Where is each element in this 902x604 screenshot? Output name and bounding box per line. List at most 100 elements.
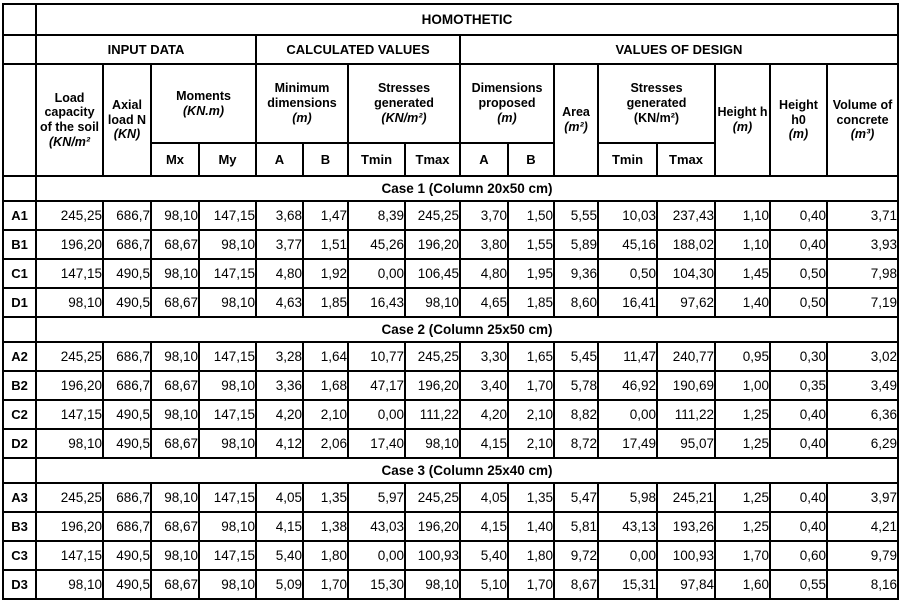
data-cell: 4,20 [459, 399, 509, 430]
data-cell: 43,13 [597, 511, 658, 542]
data-cell: 0,50 [597, 258, 658, 289]
data-cell: 1,70 [507, 370, 555, 401]
data-cell: 8,67 [553, 569, 599, 600]
data-cell: 1,80 [507, 540, 555, 571]
case-banner-row: Case 3 (Column 25x40 cm) [2, 457, 899, 484]
data-cell: 11,47 [597, 341, 658, 372]
data-cell: 1,25 [714, 428, 771, 459]
data-cell: 490,5 [102, 258, 152, 289]
data-cell: 68,67 [150, 428, 200, 459]
subcol-a-proposed: A [459, 142, 509, 177]
data-cell: 245,25 [404, 200, 461, 231]
data-cell: 147,15 [198, 399, 257, 430]
table-row: D1 98,10 490,5 68,67 98,10 4,63 1,85 16,43 98,10… [2, 287, 899, 318]
data-cell: 98,10 [198, 370, 257, 401]
row-label: C3 [2, 540, 37, 571]
data-cell: 245,25 [404, 341, 461, 372]
data-cell: 8,16 [826, 569, 899, 600]
data-cell: 190,69 [656, 370, 716, 401]
data-cell: 98,10 [198, 229, 257, 260]
data-cell: 6,36 [826, 399, 899, 430]
data-cell: 15,30 [347, 569, 406, 600]
label-gutter [2, 3, 37, 36]
group-header-values-of-design: VALUES OF DESIGN [459, 34, 899, 65]
table-row: B1 196,20 686,7 68,67 98,10 3,77 1,51 45,26 196,… [2, 229, 899, 260]
col-header-load-capacity-unit: (KN/m² [49, 134, 90, 149]
data-cell: 188,02 [656, 229, 716, 260]
homothetic-table: HOMOTHETIC INPUT DATA CALCULATED VALUES … [2, 3, 899, 600]
data-cell: 16,41 [597, 287, 658, 318]
data-cell: 16,43 [347, 287, 406, 318]
data-cell: 490,5 [102, 569, 152, 600]
data-cell: 3,77 [255, 229, 304, 260]
data-cell: 0,40 [769, 511, 828, 542]
data-cell: 98,10 [404, 287, 461, 318]
data-cell: 4,15 [459, 511, 509, 542]
data-cell: 193,26 [656, 511, 716, 542]
table-row: D3 98,10 490,5 68,67 98,10 5,09 1,70 15,30 98,10… [2, 569, 899, 600]
col-header-stresses-calculated: Stresses generated (KN/m²) [347, 63, 461, 144]
data-cell: 5,78 [553, 370, 599, 401]
data-cell: 686,7 [102, 482, 152, 513]
data-cell: 0,60 [769, 540, 828, 571]
data-cell: 98,10 [198, 511, 257, 542]
col-header-minimum-dimensions-unit: (m) [292, 110, 312, 125]
data-cell: 17,40 [347, 428, 406, 459]
data-cell: 98,10 [150, 399, 200, 430]
data-cell: 0,40 [769, 399, 828, 430]
data-cell: 2,10 [302, 399, 349, 430]
data-cell: 98,10 [150, 482, 200, 513]
data-cell: 196,20 [35, 229, 104, 260]
data-cell: 1,00 [714, 370, 771, 401]
data-cell: 98,10 [35, 569, 104, 600]
data-cell: 5,09 [255, 569, 304, 600]
data-cell: 0,50 [769, 258, 828, 289]
data-cell: 3,93 [826, 229, 899, 260]
data-cell: 1,35 [507, 482, 555, 513]
data-cell: 98,10 [404, 428, 461, 459]
data-cell: 0,00 [347, 540, 406, 571]
data-cell: 2,10 [507, 399, 555, 430]
data-cell: 1,10 [714, 200, 771, 231]
data-cell: 0,00 [597, 540, 658, 571]
col-header-stresses-calculated-name: Stresses generated [374, 81, 434, 111]
data-cell: 4,80 [255, 258, 304, 289]
col-header-moments-name: Moments [176, 88, 231, 103]
data-cell: 98,10 [150, 258, 200, 289]
data-cell: 4,21 [826, 511, 899, 542]
col-header-moments: Moments (KN.m) [150, 63, 257, 144]
data-cell: 47,17 [347, 370, 406, 401]
data-cell: 5,40 [255, 540, 304, 571]
data-cell: 240,77 [656, 341, 716, 372]
data-cell: 147,15 [198, 341, 257, 372]
data-cell: 4,12 [255, 428, 304, 459]
data-cell: 9,72 [553, 540, 599, 571]
data-cell: 3,80 [459, 229, 509, 260]
col-header-height-h0-name: Height h0 [779, 97, 818, 127]
data-cell: 1,92 [302, 258, 349, 289]
data-cell: 4,80 [459, 258, 509, 289]
data-cell: 8,72 [553, 428, 599, 459]
table-row: A1 245,25 686,7 98,10 147,15 3,68 1,47 8,39 245,… [2, 200, 899, 231]
data-cell: 45,16 [597, 229, 658, 260]
data-cell: 8,82 [553, 399, 599, 430]
data-cell: 1,47 [302, 200, 349, 231]
data-cell: 1,45 [714, 258, 771, 289]
data-cell: 3,49 [826, 370, 899, 401]
col-header-axial-load-name: Axial load N [107, 97, 147, 127]
data-cell: 490,5 [102, 399, 152, 430]
data-cell: 196,20 [404, 229, 461, 260]
label-gutter [2, 34, 37, 65]
row-label: B1 [2, 229, 37, 260]
table-title: HOMOTHETIC [35, 3, 899, 36]
col-header-height-h: Height h (m) [714, 63, 771, 177]
data-cell: 686,7 [102, 511, 152, 542]
data-cell: 0,50 [769, 287, 828, 318]
data-cell: 68,67 [150, 511, 200, 542]
data-cell: 1,40 [507, 511, 555, 542]
data-cell: 1,70 [714, 540, 771, 571]
col-header-stresses-calculated-unit: (KN/m²) [381, 110, 427, 125]
col-header-stresses-design-unit: (KN/m²) [633, 110, 680, 125]
col-header-minimum-dimensions-name: Minimum dimensions [267, 81, 337, 111]
data-cell: 98,10 [150, 341, 200, 372]
